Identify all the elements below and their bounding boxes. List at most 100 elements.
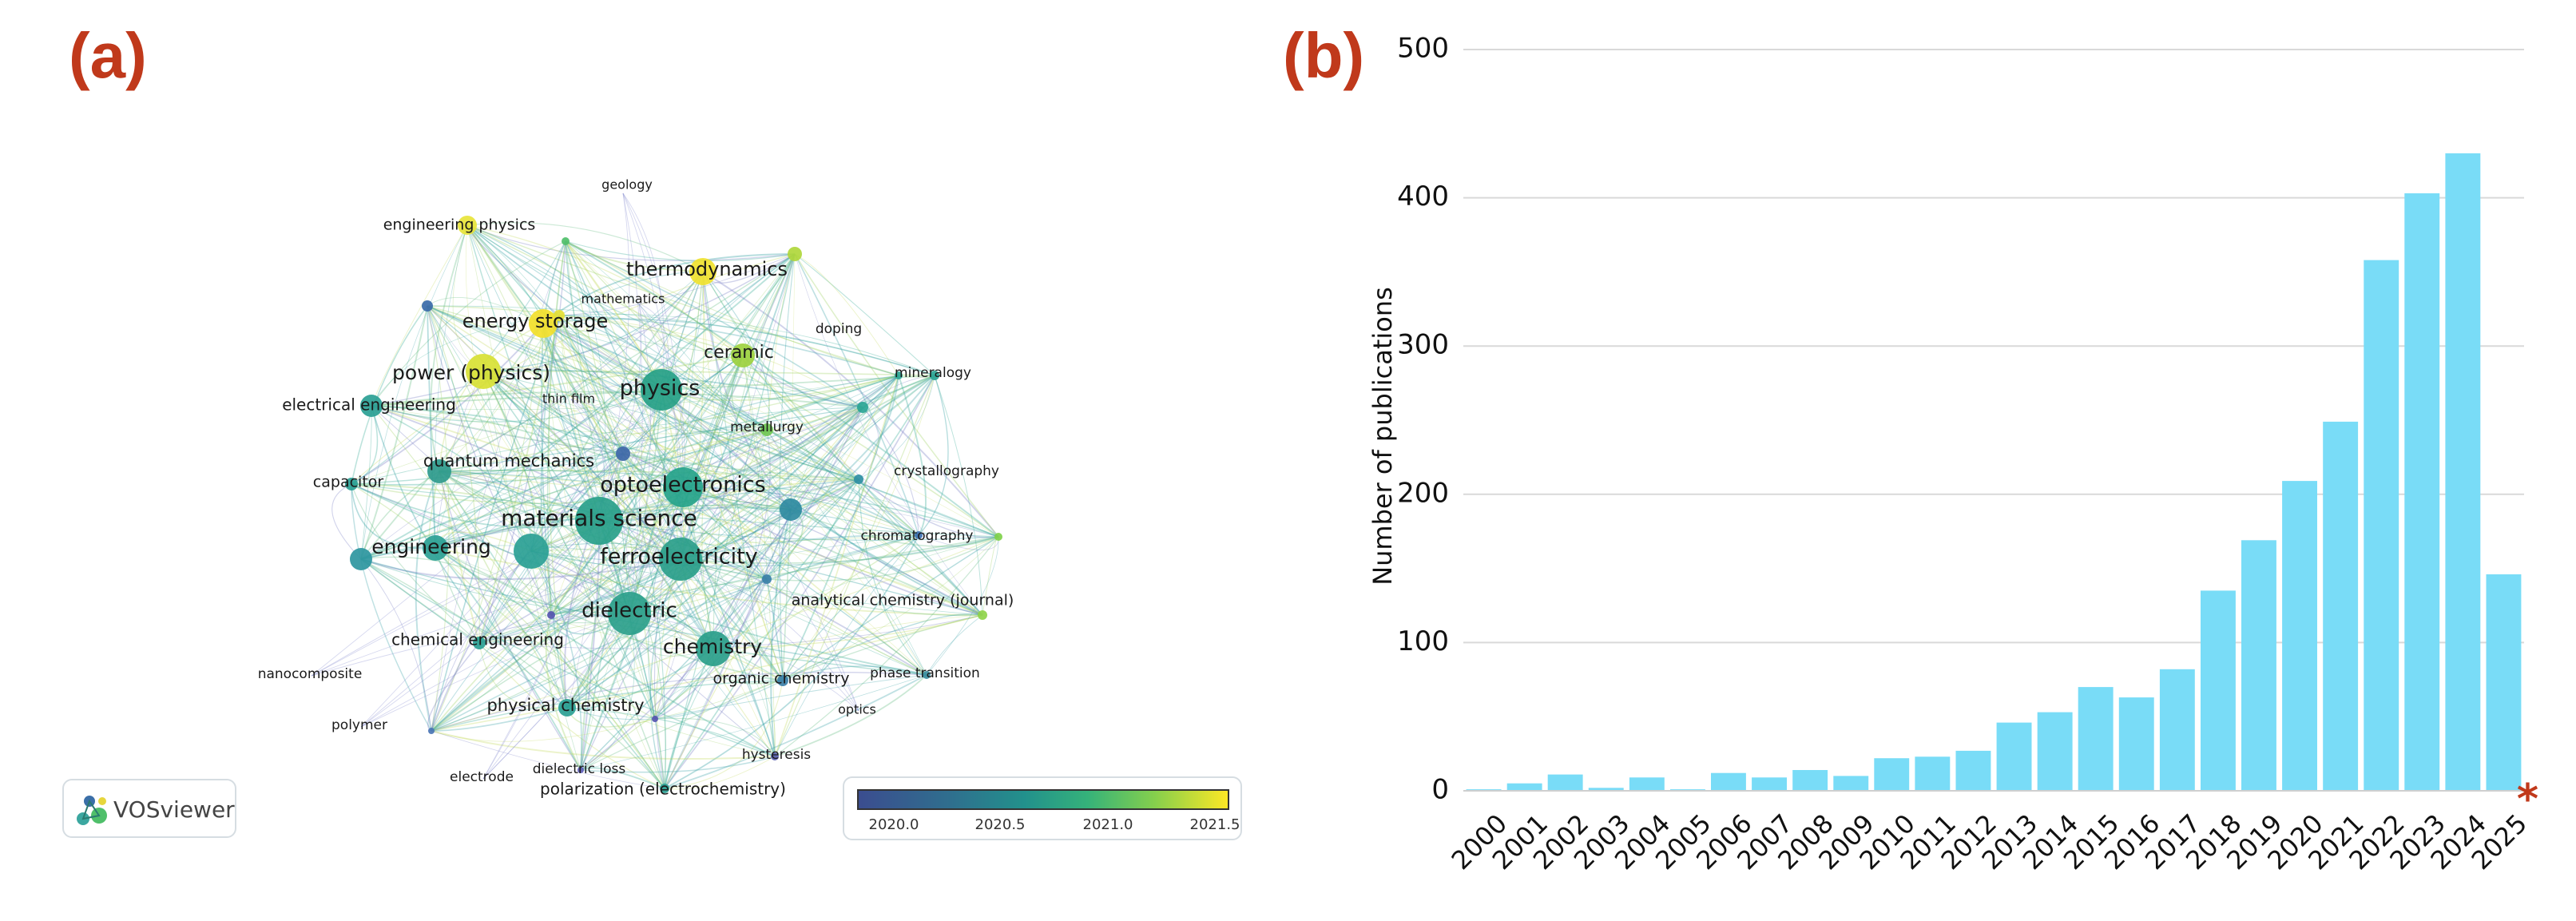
- y-axis-label: Number of publications: [1367, 287, 1398, 586]
- network-edge: [478, 642, 776, 757]
- y-tick-label: 400: [1397, 181, 1449, 212]
- network-edge: [682, 486, 859, 712]
- network-edge: [431, 730, 776, 760]
- network-edge: [712, 614, 983, 649]
- network-edge: [558, 315, 983, 616]
- network-edge: [431, 614, 983, 732]
- network-edge: [664, 375, 935, 789]
- network-edge: [311, 486, 684, 677]
- network-label-crystallography: crystallography: [894, 463, 999, 479]
- network-edge: [629, 407, 863, 614]
- network-label-dielectric-loss: dielectric loss: [533, 761, 626, 777]
- network-edge: [351, 405, 379, 485]
- network-edge: [682, 486, 983, 616]
- network-edge: [742, 355, 859, 480]
- network-edge: [371, 405, 776, 757]
- network-edge: [622, 453, 776, 757]
- network-edge: [439, 470, 581, 771]
- network-edge: [351, 483, 480, 644]
- network-label-metallurgy: metallurgy: [730, 419, 804, 435]
- network-node: [422, 300, 433, 312]
- network-edge: [664, 680, 784, 789]
- network-edge: [431, 672, 927, 732]
- network-label-organic-chemistry: organic chemistry: [713, 670, 850, 688]
- network-edge: [482, 371, 665, 789]
- network-edge: [360, 323, 544, 560]
- network-node: [780, 498, 802, 521]
- network-edge: [431, 323, 544, 732]
- network-edge: [546, 240, 566, 616]
- network-edge: [622, 453, 999, 538]
- network-edge: [530, 550, 582, 771]
- network-edge: [731, 355, 768, 431]
- network-edge: [542, 323, 927, 676]
- network-edge: [435, 547, 784, 681]
- network-edge: [680, 534, 919, 560]
- network-edges: [311, 193, 999, 790]
- network-edge: [680, 407, 863, 560]
- network-edge: [530, 550, 714, 649]
- network-edge: [580, 453, 624, 771]
- network-edge: [598, 520, 776, 757]
- network-edge: [790, 375, 899, 510]
- network-edge: [565, 240, 768, 580]
- network-edge: [622, 253, 796, 455]
- network-edge: [654, 674, 927, 720]
- network-edge: [558, 315, 859, 480]
- network-edge: [478, 642, 665, 789]
- network-edge: [664, 478, 859, 789]
- network-edge: [542, 253, 796, 324]
- network-edge: [580, 614, 983, 771]
- network-node: [978, 610, 987, 620]
- network-edge: [351, 483, 999, 538]
- network-label-materials-science: materials science: [501, 505, 697, 531]
- network-edge: [742, 355, 863, 408]
- network-edge: [598, 520, 983, 616]
- keyword-cooccurrence-network: geology engineering physics thermodynamics…: [258, 177, 1014, 799]
- network-edge: [565, 240, 704, 272]
- network-edge: [622, 453, 666, 789]
- network-edge: [351, 323, 544, 485]
- network-edge: [782, 509, 792, 681]
- network-edge: [371, 355, 744, 407]
- network-edge: [570, 399, 630, 614]
- bar-2012: [1955, 750, 1991, 791]
- network-edge: [530, 355, 744, 552]
- network-edge: [742, 355, 919, 536]
- network-edge: [427, 305, 662, 391]
- network-edge: [431, 453, 624, 732]
- network-edge: [439, 470, 983, 616]
- network-edge: [427, 305, 859, 480]
- bar-2023: [2404, 193, 2440, 791]
- network-label-quantum-mechanics: quantum mechanics: [423, 451, 594, 470]
- network-label-doping: doping: [816, 321, 862, 337]
- network-edge: [542, 318, 935, 376]
- network-edge: [482, 371, 983, 616]
- network-label-polarization-electrochemistry: polarization (electrochemistry): [540, 780, 786, 799]
- network-node: [360, 395, 383, 417]
- network-edge: [598, 375, 899, 522]
- network-edge: [550, 478, 859, 616]
- network-edge: [351, 483, 436, 550]
- network-edge: [427, 305, 744, 356]
- network-edge: [360, 558, 665, 789]
- bar-2006: [1711, 772, 1746, 791]
- network-node: [760, 423, 773, 436]
- network-edge: [598, 478, 859, 522]
- network-edge: [311, 558, 681, 677]
- network-edge: [680, 558, 776, 757]
- network-edge: [680, 375, 935, 560]
- network-edge: [558, 315, 684, 488]
- network-edge: [598, 193, 630, 522]
- network-edge: [435, 315, 560, 549]
- network-edge: [435, 271, 704, 549]
- network-edge: [766, 478, 859, 580]
- network-edge: [351, 483, 684, 504]
- network-edge: [766, 534, 919, 580]
- network-edge: [654, 407, 863, 720]
- network-node: [659, 538, 702, 581]
- network-node: [915, 531, 923, 539]
- bar-2020: [2282, 481, 2317, 791]
- network-edge: [566, 648, 714, 710]
- network-edge: [542, 323, 983, 616]
